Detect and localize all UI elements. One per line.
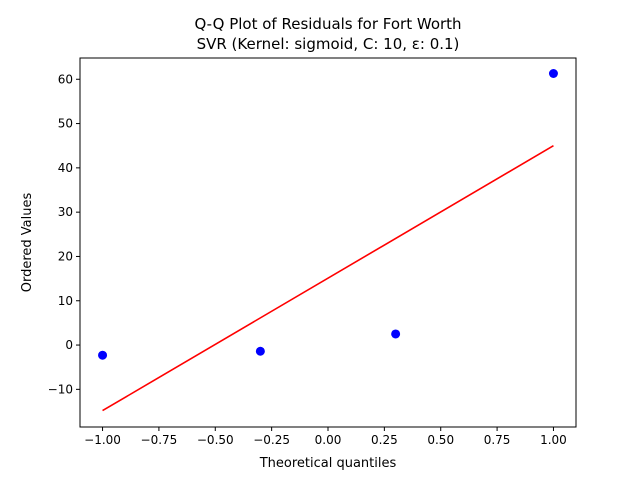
data-point xyxy=(98,350,108,360)
y-tick-label: 0 xyxy=(65,338,73,352)
x-tick-label: −0.75 xyxy=(141,433,178,447)
y-axis-label: Ordered Values xyxy=(20,193,35,293)
x-tick-label: 0.75 xyxy=(484,433,511,447)
x-tick-label: −1.00 xyxy=(84,433,121,447)
y-tick-label: 40 xyxy=(58,161,73,175)
y-tick-label: 10 xyxy=(58,294,73,308)
data-point xyxy=(391,329,401,339)
data-point xyxy=(255,346,265,356)
data-point xyxy=(548,69,558,79)
y-axis-ticks: −10 0 10 20 30 40 50 60 xyxy=(48,72,80,396)
y-tick-label: 20 xyxy=(58,249,73,263)
x-tick-label: 0.25 xyxy=(371,433,398,447)
y-tick-label: 60 xyxy=(58,72,73,86)
plot-area xyxy=(98,69,558,412)
x-tick-label: 0.00 xyxy=(315,433,342,447)
x-tick-label: 0.50 xyxy=(427,433,454,447)
x-axis-label: Theoretical quantiles xyxy=(259,456,397,471)
x-axis-ticks: −1.00 −0.75 −0.50 −0.25 0.00 0.25 0.50 0.75 1.00 xyxy=(84,427,567,447)
y-tick-label: 30 xyxy=(58,205,73,219)
axes-frame xyxy=(79,57,577,428)
y-tick-label: −10 xyxy=(48,382,73,396)
chart-title-line2: SVR (Kernel: sigmoid, C: 10, ε: 0.1) xyxy=(197,35,460,53)
fit-line xyxy=(102,145,554,412)
y-tick-label: 50 xyxy=(58,117,73,131)
x-tick-label: 1.00 xyxy=(540,433,567,447)
chart-title-line1: Q-Q Plot of Residuals for Fort Worth xyxy=(194,15,461,33)
x-tick-label: −0.25 xyxy=(253,433,290,447)
x-tick-label: −0.50 xyxy=(197,433,234,447)
